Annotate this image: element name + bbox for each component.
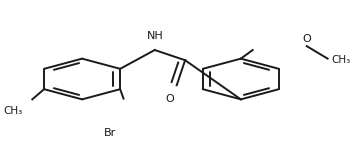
Text: O: O xyxy=(165,94,173,104)
Text: Br: Br xyxy=(104,128,116,138)
Text: CH₃: CH₃ xyxy=(3,106,22,116)
Text: O: O xyxy=(302,34,311,44)
Text: CH₃: CH₃ xyxy=(331,55,350,65)
Text: NH: NH xyxy=(147,31,164,41)
